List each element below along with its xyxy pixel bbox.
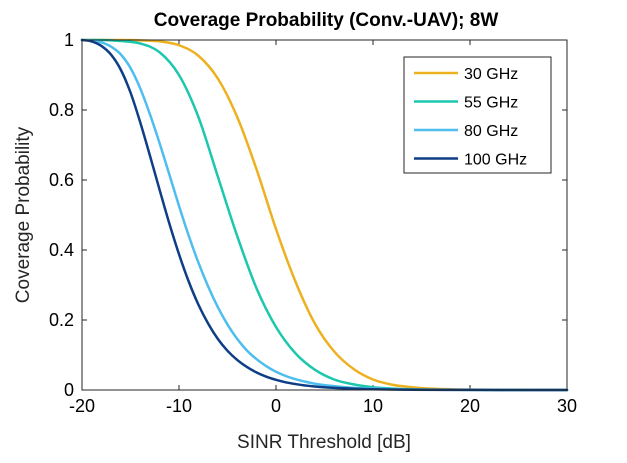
legend-box bbox=[403, 56, 552, 174]
legend-label: 55 GHz bbox=[464, 95, 518, 112]
legend-label: 80 GHz bbox=[464, 123, 518, 140]
x-tick-label: -10 bbox=[166, 396, 192, 416]
series-line-100-ghz bbox=[80, 38, 569, 392]
y-tick-label: 0.4 bbox=[49, 240, 74, 260]
x-tick-label: 20 bbox=[460, 396, 480, 416]
x-axis-label: SINR Threshold [dB] bbox=[237, 432, 411, 453]
y-tick-label: 0 bbox=[64, 380, 74, 400]
chart-title: Coverage Probability (Conv.-UAV); 8W bbox=[154, 10, 499, 31]
y-tick-label: 0.6 bbox=[49, 170, 74, 190]
y-tick-label: 0.2 bbox=[49, 310, 74, 330]
y-tick-label: 0.8 bbox=[49, 100, 74, 120]
x-tick-label: 10 bbox=[363, 396, 383, 416]
x-tick-label: 30 bbox=[557, 396, 577, 416]
x-tick-label: 0 bbox=[271, 396, 281, 416]
legend-label: 100 GHz bbox=[464, 152, 527, 169]
y-tick-label: 1 bbox=[64, 30, 74, 50]
legend-label: 30 GHz bbox=[464, 66, 518, 83]
y-axis-label: Coverage Probability bbox=[13, 126, 34, 303]
x-tick-label: -20 bbox=[69, 396, 95, 416]
legend: 30 GHz 55 GHz 80 GHz 100 GHz bbox=[403, 56, 552, 174]
axis-ticks: -20 -10 0 10 20 30 0 0.2 0.4 0.6 0.8 1 bbox=[49, 30, 577, 416]
plot-frame bbox=[81, 39, 568, 391]
